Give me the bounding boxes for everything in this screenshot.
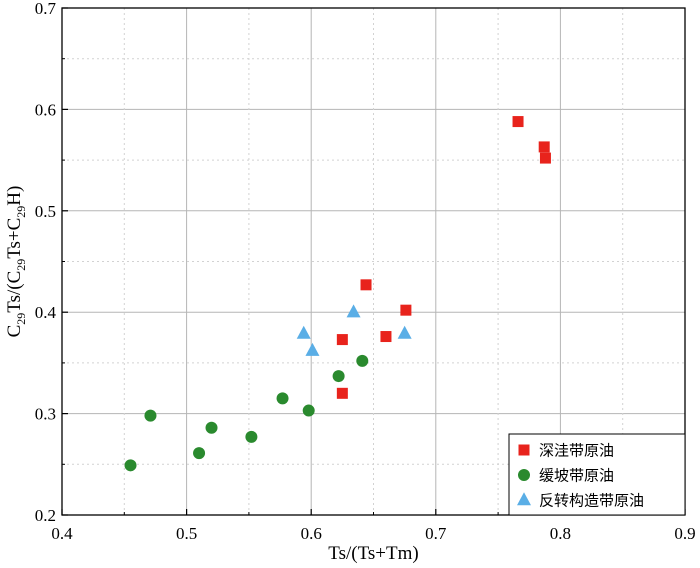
circle-marker [356, 354, 369, 367]
x-tick-label: 0.9 [674, 524, 695, 543]
triangle-marker [305, 342, 320, 356]
square-marker [512, 116, 524, 128]
y-tick-label: 0.5 [35, 202, 56, 221]
legend-box [508, 433, 686, 516]
x-tick-label: 0.4 [51, 524, 73, 543]
y-axis-title: C29Ts/(C29Ts+C29H) [4, 186, 28, 338]
y-tick-label: 0.7 [35, 0, 57, 18]
legend-triangle-marker [517, 492, 531, 506]
circle-marker [144, 409, 157, 422]
circle-marker [245, 430, 258, 443]
y-tick-label: 0.3 [35, 405, 56, 424]
legend-label: 反转构造带原油 [539, 492, 644, 510]
x-tick-label: 0.7 [425, 524, 447, 543]
x-tick-label: 0.5 [176, 524, 197, 543]
ticks: 0.4 0.5 0.6 0.7 0.8 0.9 0.2 0.3 0.4 0.5 0.6 0.7 [35, 0, 696, 543]
square-marker [380, 331, 392, 343]
square-marker [360, 279, 372, 291]
circle-marker [193, 447, 206, 460]
square-marker [538, 141, 550, 153]
legend-circle-marker [518, 469, 530, 481]
y-axis-title-part: 29 [14, 259, 28, 271]
circle-marker [205, 421, 218, 434]
y-tick-label: 0.4 [35, 303, 57, 322]
y-axis-title-part: Ts/(C [4, 271, 25, 313]
circle-marker [276, 392, 289, 405]
circle-marker [124, 459, 137, 472]
y-axis-title-part: C [4, 325, 25, 338]
legend-label: 缓坡带原油 [539, 467, 614, 485]
triangle-marker [296, 325, 311, 339]
triangle-marker [397, 325, 412, 339]
grid-lines [62, 8, 685, 515]
x-tick-label: 0.6 [301, 524, 322, 543]
square-marker [336, 334, 348, 346]
y-axis-title-part: H) [4, 186, 25, 206]
x-axis-title: Ts/(Ts+Tm) [328, 543, 418, 564]
y-axis-title-part: 29 [14, 313, 28, 325]
y-axis-title-part: 29 [14, 206, 28, 218]
legend-label: 深洼带原油 [539, 442, 614, 460]
x-tick-label: 0.8 [550, 524, 571, 543]
circle-marker [302, 404, 315, 417]
circle-marker [332, 370, 345, 383]
legend-square-marker [518, 444, 530, 456]
triangle-marker [346, 304, 361, 318]
y-tick-label: 0.2 [35, 506, 56, 525]
square-marker [336, 387, 348, 399]
square-marker [539, 152, 551, 164]
y-axis-title-part: Ts+C [4, 218, 25, 259]
square-marker [400, 304, 412, 316]
y-tick-label: 0.6 [35, 100, 56, 119]
data-points [124, 116, 551, 472]
